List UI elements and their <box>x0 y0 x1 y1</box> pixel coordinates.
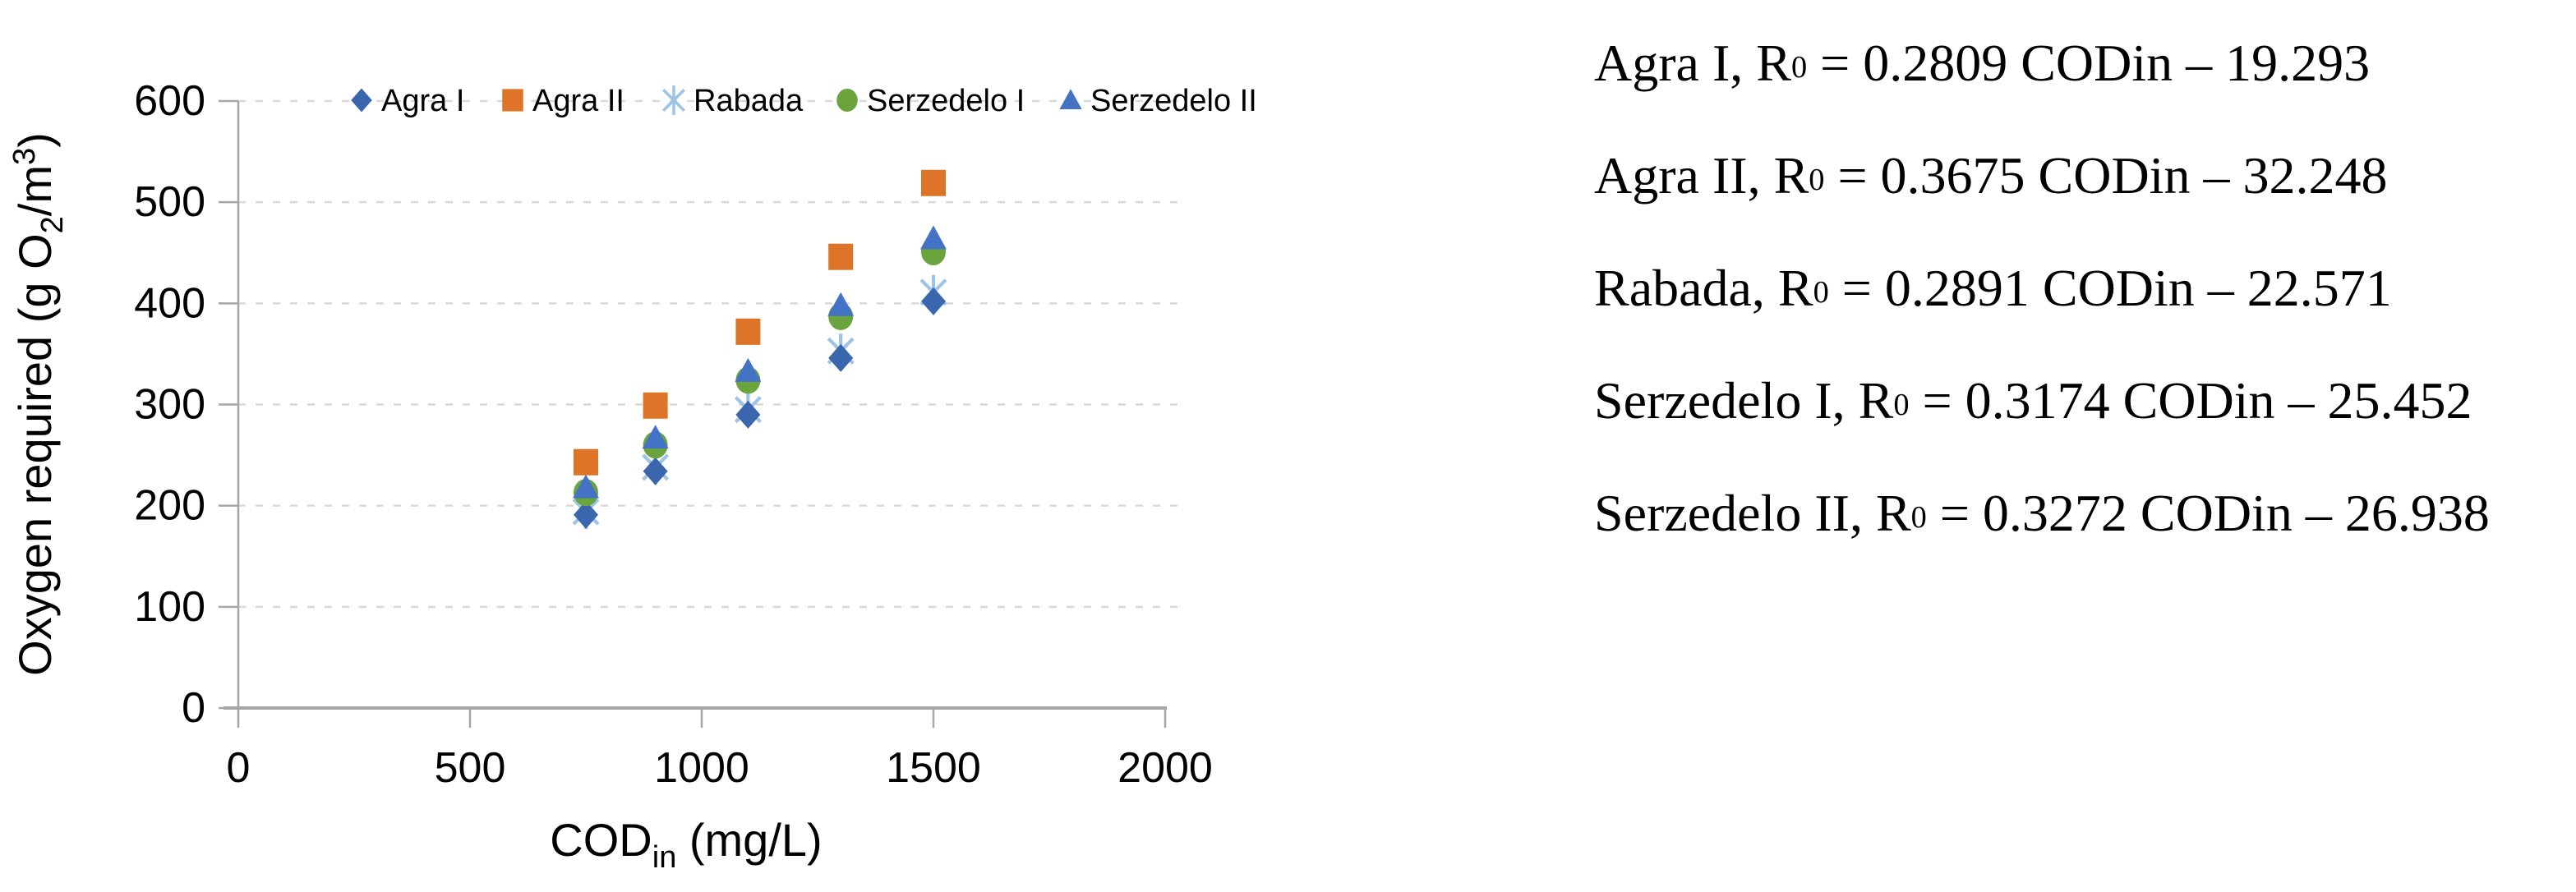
equation-text: = 0.3174 CODin – 25.452 <box>1909 370 2472 430</box>
equation-text: Agra II, R <box>1594 145 1809 205</box>
equation-text: Serzedelo II, R <box>1594 483 1911 542</box>
legend-marker-agra-i-icon <box>351 88 372 113</box>
legend-marker-serzedelo-i-icon <box>836 88 858 113</box>
equation-text: Agra I, R <box>1594 33 1791 92</box>
point-serzedelo-ii <box>735 357 762 382</box>
y-tick-label: 300 <box>134 381 205 429</box>
equation-text: = 0.2809 CODin – 19.293 <box>1807 33 2371 92</box>
equation-text: = 0.2891 CODin – 22.571 <box>1828 258 2392 317</box>
y-tick-label: 600 <box>134 77 205 125</box>
legend-item-agra-i: Agra I <box>351 84 464 118</box>
point-agra-ii <box>735 318 761 345</box>
point-agra-i <box>921 287 946 315</box>
y-tick-label: 200 <box>134 482 205 530</box>
legend-label: Rabada <box>694 84 804 118</box>
point-serzedelo-ii <box>573 474 599 499</box>
point-agra-i <box>643 457 668 485</box>
point-serzedelo-ii <box>642 425 669 449</box>
legend-item-rabada: Rabada <box>661 84 804 118</box>
series-serzedelo-ii <box>573 225 947 499</box>
point-serzedelo-ii <box>920 225 947 250</box>
gridlines <box>238 99 1185 609</box>
x-tick-label: 2000 <box>1117 744 1213 792</box>
equation-text: = 0.3675 CODin – 32.248 <box>1824 145 2388 205</box>
legend-marker-agra-ii-icon <box>502 89 523 112</box>
series-agra-ii <box>574 169 946 476</box>
equation-text: Serzedelo I, R <box>1594 370 1894 430</box>
axes <box>219 99 1167 728</box>
legend-label: Serzedelo I <box>867 84 1025 118</box>
legend: Agra I Agra II Rabada Serzedelo I Serzedelo … <box>351 84 1257 118</box>
series-agra-i <box>574 287 946 529</box>
series-serzedelo-i <box>574 238 946 507</box>
tick-labels: 0 100 200 300 400 500 600 0 500 1000 1500 2000 <box>134 77 1213 792</box>
series-rabada <box>572 274 947 530</box>
point-serzedelo-ii <box>827 292 855 316</box>
y-tick-label: 400 <box>134 279 205 327</box>
legend-marker-rabada-icon <box>661 85 686 115</box>
x-axis-title: CODin (mg/L) <box>550 814 822 875</box>
legend-item-serzedelo-ii: Serzedelo II <box>1059 84 1257 118</box>
y-tick-label: 100 <box>134 583 205 631</box>
y-tick-label: 500 <box>134 178 205 226</box>
legend-item-serzedelo-i: Serzedelo I <box>836 84 1025 118</box>
x-tick-label: 1000 <box>654 744 749 792</box>
x-tick-label: 500 <box>435 744 506 792</box>
point-agra-ii <box>574 448 598 476</box>
legend-item-agra-ii: Agra II <box>502 84 624 118</box>
x-tick-label: 1500 <box>886 744 981 792</box>
y-axis-title: Oxygen required (g O2/m3) <box>7 132 70 676</box>
point-agra-ii <box>828 243 854 270</box>
legend-label: Serzedelo II <box>1090 84 1257 118</box>
point-agra-ii <box>643 392 668 419</box>
data-points <box>572 169 947 530</box>
point-agra-ii <box>921 169 946 196</box>
legend-label: Agra I <box>381 84 464 118</box>
y-tick-label: 0 <box>182 684 205 732</box>
legend-label: Agra II <box>532 84 624 118</box>
point-agra-i <box>735 400 761 429</box>
point-agra-i <box>574 500 598 529</box>
x-tick-label: 0 <box>227 744 251 792</box>
oxygen-required-scatter-chart: 0 100 200 300 400 500 600 0 500 1000 1500 2000 CODin… <box>7 77 1257 875</box>
equation-text: Rabada, R <box>1594 258 1813 317</box>
legend-marker-serzedelo-ii-icon <box>1059 89 1082 110</box>
asterisk-spoke <box>661 88 686 113</box>
point-agra-i <box>828 343 854 372</box>
equation-text: = 0.3272 CODin – 26.938 <box>1926 483 2490 542</box>
